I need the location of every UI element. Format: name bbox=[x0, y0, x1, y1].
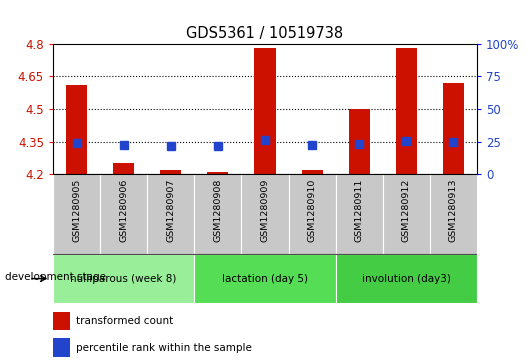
Bar bbox=[396, 48, 417, 174]
Bar bbox=[195, 174, 242, 254]
Bar bbox=[242, 174, 288, 254]
Bar bbox=[254, 48, 276, 174]
Bar bbox=[113, 163, 134, 174]
Text: transformed count: transformed count bbox=[76, 317, 173, 326]
Bar bbox=[147, 174, 195, 254]
Text: GSM1280907: GSM1280907 bbox=[166, 178, 175, 242]
Bar bbox=[53, 338, 70, 357]
Text: GSM1280911: GSM1280911 bbox=[355, 178, 364, 242]
Text: GSM1280905: GSM1280905 bbox=[72, 178, 81, 242]
Text: GSM1280913: GSM1280913 bbox=[449, 178, 458, 242]
Text: percentile rank within the sample: percentile rank within the sample bbox=[76, 343, 252, 353]
Bar bbox=[288, 174, 335, 254]
Text: lactation (day 5): lactation (day 5) bbox=[222, 274, 308, 284]
Title: GDS5361 / 10519738: GDS5361 / 10519738 bbox=[187, 26, 343, 41]
Bar bbox=[430, 174, 477, 254]
Text: GSM1280909: GSM1280909 bbox=[261, 178, 269, 242]
Bar bbox=[53, 312, 70, 330]
Text: GSM1280912: GSM1280912 bbox=[402, 178, 411, 242]
Text: nulliparous (week 8): nulliparous (week 8) bbox=[70, 274, 177, 284]
Bar bbox=[383, 174, 430, 254]
Text: development stage: development stage bbox=[5, 272, 107, 282]
Bar bbox=[302, 170, 323, 174]
Text: GSM1280908: GSM1280908 bbox=[214, 178, 223, 242]
Text: GSM1280906: GSM1280906 bbox=[119, 178, 128, 242]
Bar bbox=[53, 174, 100, 254]
Bar bbox=[335, 254, 477, 303]
Bar bbox=[207, 172, 228, 174]
Bar bbox=[195, 254, 335, 303]
Bar bbox=[66, 85, 87, 174]
Bar bbox=[100, 174, 147, 254]
Bar bbox=[335, 174, 383, 254]
Text: involution (day3): involution (day3) bbox=[362, 274, 451, 284]
Bar bbox=[53, 254, 195, 303]
Text: GSM1280910: GSM1280910 bbox=[307, 178, 316, 242]
Bar bbox=[443, 83, 464, 174]
Bar bbox=[349, 109, 370, 174]
Bar bbox=[160, 170, 181, 174]
